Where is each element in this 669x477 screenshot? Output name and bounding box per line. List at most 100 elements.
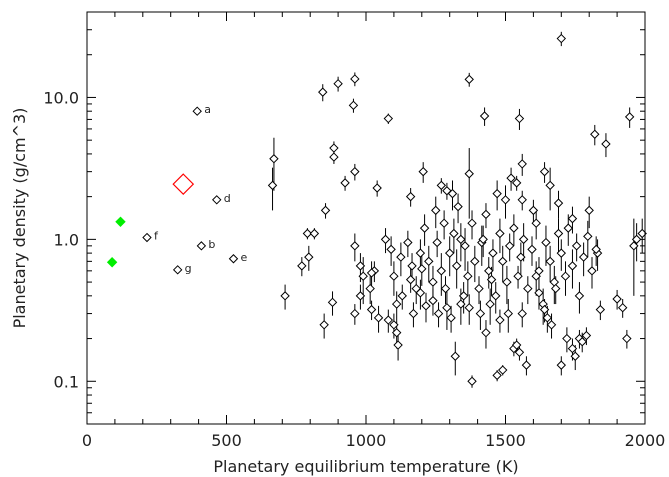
data-point <box>521 360 532 370</box>
data-point <box>424 256 434 267</box>
data-point <box>172 265 183 275</box>
data-point <box>464 302 474 313</box>
x-tick-label: 2000 <box>625 431 666 450</box>
data-point <box>590 129 600 139</box>
data-point <box>397 291 407 301</box>
data-point <box>488 248 498 258</box>
data-point <box>302 228 313 239</box>
data-point <box>581 330 592 341</box>
data-point <box>498 365 508 375</box>
point-label: g <box>185 262 192 275</box>
data-point <box>446 313 456 323</box>
data-point <box>309 228 320 239</box>
data-point <box>545 256 555 267</box>
point-label: a <box>204 103 211 116</box>
filled-point <box>115 216 126 227</box>
data-point <box>421 301 431 311</box>
data-point <box>428 277 438 287</box>
data-point <box>523 283 533 294</box>
data-point <box>358 271 368 281</box>
data-point <box>389 271 399 281</box>
data-point <box>517 308 527 319</box>
x-tick-label: 500 <box>211 431 242 450</box>
data-point <box>595 304 606 315</box>
data-point <box>439 218 449 228</box>
data-point <box>419 223 430 233</box>
data-point <box>584 205 594 216</box>
data-point <box>504 241 515 251</box>
data-point <box>389 320 399 330</box>
data-point <box>624 112 635 122</box>
data-point <box>514 113 525 124</box>
data-point <box>511 178 522 188</box>
data-point <box>518 234 529 245</box>
data-point <box>355 261 366 271</box>
point-label: e <box>240 251 247 264</box>
data-point <box>372 183 382 193</box>
data-point <box>391 327 402 338</box>
data-point <box>432 237 442 248</box>
data-point <box>463 271 473 281</box>
data-point <box>433 308 444 319</box>
data-point <box>340 178 350 188</box>
data-point <box>456 299 466 309</box>
data-point <box>333 78 343 89</box>
data-point <box>562 333 572 344</box>
data-point <box>196 241 207 251</box>
data-point <box>350 74 360 84</box>
data-point <box>539 304 550 315</box>
data-point <box>506 173 516 183</box>
data-point <box>531 218 541 228</box>
data-point <box>556 360 567 370</box>
data-point <box>386 244 396 255</box>
highlight-point <box>172 173 195 195</box>
data-point <box>440 283 451 294</box>
filled-point <box>106 257 118 268</box>
data-point <box>571 241 582 251</box>
data-point <box>479 111 490 121</box>
data-point <box>304 252 314 262</box>
y-tick-label: 1.0 <box>54 230 79 249</box>
y-axis-title: Planetary density (g/cm^3) <box>10 108 29 329</box>
data-point <box>447 188 458 199</box>
data-point <box>192 106 202 116</box>
data-point <box>517 195 527 205</box>
data-point <box>531 271 541 281</box>
data-point <box>541 237 551 248</box>
data-point <box>393 340 403 350</box>
data-point <box>517 159 527 169</box>
data-point <box>405 191 416 202</box>
data-point <box>495 315 505 325</box>
data-point <box>601 139 611 149</box>
data-point <box>514 347 525 358</box>
data-point <box>415 248 426 258</box>
data-point <box>408 308 419 319</box>
data-point <box>456 234 466 245</box>
data-point <box>269 154 279 164</box>
data-point <box>350 166 360 177</box>
data-point <box>383 315 394 325</box>
data-point <box>436 266 447 276</box>
data-point <box>570 351 580 361</box>
data-point <box>500 195 511 205</box>
data-point <box>495 228 505 239</box>
data-point <box>481 209 491 220</box>
data-point <box>318 87 328 97</box>
data-point <box>511 340 522 350</box>
data-point <box>383 113 394 124</box>
data-point <box>567 261 578 271</box>
data-point <box>373 313 384 323</box>
data-point <box>583 231 593 242</box>
data-point <box>297 261 307 271</box>
tick-labels: 0 500 1000 1500 2000 0.1 1.0 10.0 <box>43 88 665 450</box>
data-point <box>549 277 560 287</box>
data-point <box>539 166 550 177</box>
data-point <box>587 266 597 276</box>
data-point <box>142 232 152 243</box>
data-point <box>453 201 463 212</box>
data-point <box>527 244 537 255</box>
data-point <box>617 302 628 313</box>
data-point <box>428 295 438 306</box>
data-point <box>350 241 360 251</box>
